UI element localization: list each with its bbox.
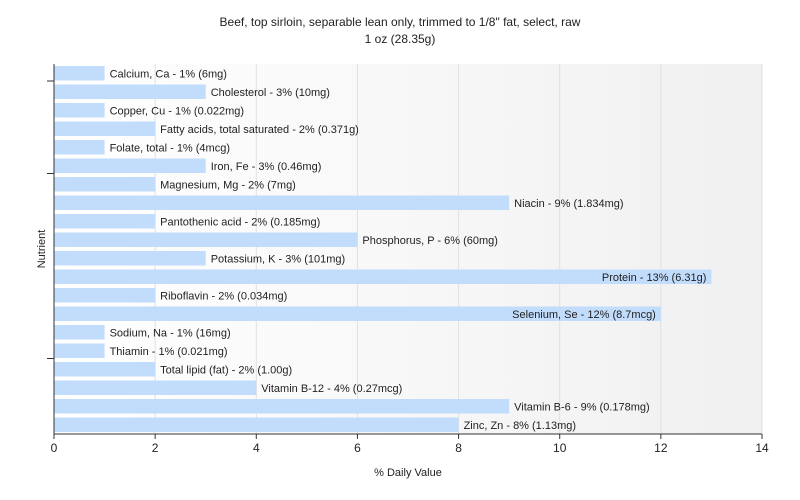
bar-label: Vitamin B-6 - 9% (0.178mg) (514, 401, 650, 413)
bar-label: Sodium, Na - 1% (16mg) (110, 327, 231, 339)
bar (54, 158, 206, 173)
bar-label: Copper, Cu - 1% (0.022mg) (110, 105, 245, 117)
bar (54, 66, 105, 81)
bar-label: Potassium, K - 3% (101mg) (211, 253, 346, 265)
bar-label: Total lipid (fat) - 2% (1.00g) (160, 364, 292, 376)
bar-label: Pantothenic acid - 2% (0.185mg) (160, 216, 320, 228)
bar-label: Thiamin - 1% (0.021mg) (110, 346, 228, 358)
bar-label: Vitamin B-12 - 4% (0.27mcg) (261, 383, 402, 395)
bar-label: Selenium, Se - 12% (8.7mcg) (512, 309, 656, 321)
bar-label: Magnesium, Mg - 2% (7mg) (160, 179, 296, 191)
x-tick-label: 0 (51, 441, 58, 455)
bar (54, 232, 358, 247)
bar (54, 214, 156, 229)
bar-label: Riboflavin - 2% (0.034mg) (160, 290, 287, 302)
bar (54, 380, 257, 395)
bar-label: Niacin - 9% (1.834mg) (514, 198, 623, 210)
bar (54, 195, 510, 210)
bar (54, 417, 459, 432)
x-tick-label: 4 (253, 441, 260, 455)
bar (54, 140, 105, 155)
chart-subtitle: 1 oz (28.35g) (364, 32, 436, 46)
bar (54, 288, 156, 303)
bar (54, 251, 206, 266)
x-tick-label: 14 (755, 441, 769, 455)
bar (54, 306, 661, 321)
bar-label: Cholesterol - 3% (10mg) (211, 87, 330, 99)
x-tick-label: 8 (455, 441, 462, 455)
bar (54, 177, 156, 192)
x-axis-label: % Daily Value (374, 467, 442, 479)
bar (54, 103, 105, 118)
bar-label: Iron, Fe - 3% (0.46mg) (211, 161, 322, 173)
x-tick-label: 12 (654, 441, 668, 455)
x-tick-label: 6 (354, 441, 361, 455)
bar-label: Folate, total - 1% (4mcg) (110, 142, 230, 154)
x-tick-label: 10 (553, 441, 567, 455)
chart-title: Beef, top sirloin, separable lean only, … (219, 15, 581, 29)
bar-label: Calcium, Ca - 1% (6mg) (110, 68, 227, 80)
bar (54, 121, 156, 136)
bar-label: Phosphorus, P - 6% (60mg) (362, 235, 498, 247)
bar-label: Zinc, Zn - 8% (1.13mg) (464, 420, 576, 432)
bar (54, 343, 105, 358)
bar (54, 399, 510, 414)
y-axis-label: Nutrient (36, 230, 48, 269)
bar-label: Protein - 13% (6.31g) (602, 272, 707, 284)
bar (54, 84, 206, 99)
bar-label: Fatty acids, total saturated - 2% (0.371… (160, 124, 359, 136)
bar (54, 362, 156, 377)
bar (54, 325, 105, 340)
x-tick-label: 2 (152, 441, 159, 455)
plot-background (54, 64, 762, 434)
bar (54, 269, 712, 284)
